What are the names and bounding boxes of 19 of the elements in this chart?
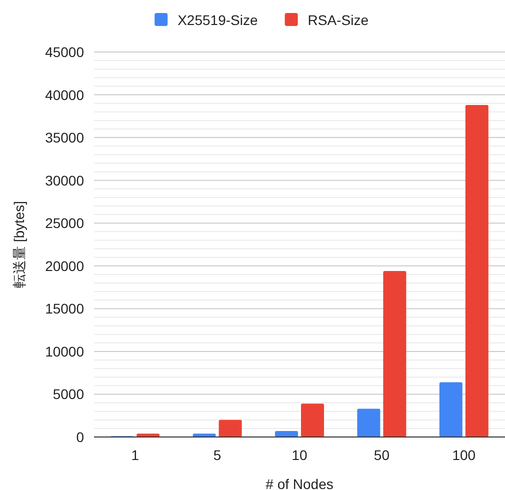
x-tick-label: 100	[452, 447, 476, 463]
x-tick-label: 1	[131, 447, 140, 463]
legend-label: X25519-Size	[178, 12, 258, 28]
x-tick-label: 50	[374, 447, 390, 463]
y-tick-label: 30000	[45, 172, 84, 188]
y-tick-label: 15000	[45, 300, 84, 317]
y-tick-label: 35000	[45, 130, 84, 146]
y-tick-label: 45000	[45, 44, 84, 60]
x-axis-title: # of Nodes	[266, 476, 334, 490]
y-tick-label: 20000	[45, 258, 84, 274]
y-tick-label: 10000	[45, 343, 84, 360]
y-tick-label: 0	[76, 429, 84, 445]
y-tick-label: 40000	[45, 86, 84, 103]
legend-label: RSA-Size	[308, 12, 369, 28]
x-tick-label: 10	[292, 447, 308, 463]
y-tick-label: 5000	[52, 386, 84, 402]
y-tick-label: 25000	[45, 215, 84, 232]
y-axis-title: 転送量 [bytes]	[11, 200, 27, 288]
x-tick-label: 5	[213, 447, 222, 463]
